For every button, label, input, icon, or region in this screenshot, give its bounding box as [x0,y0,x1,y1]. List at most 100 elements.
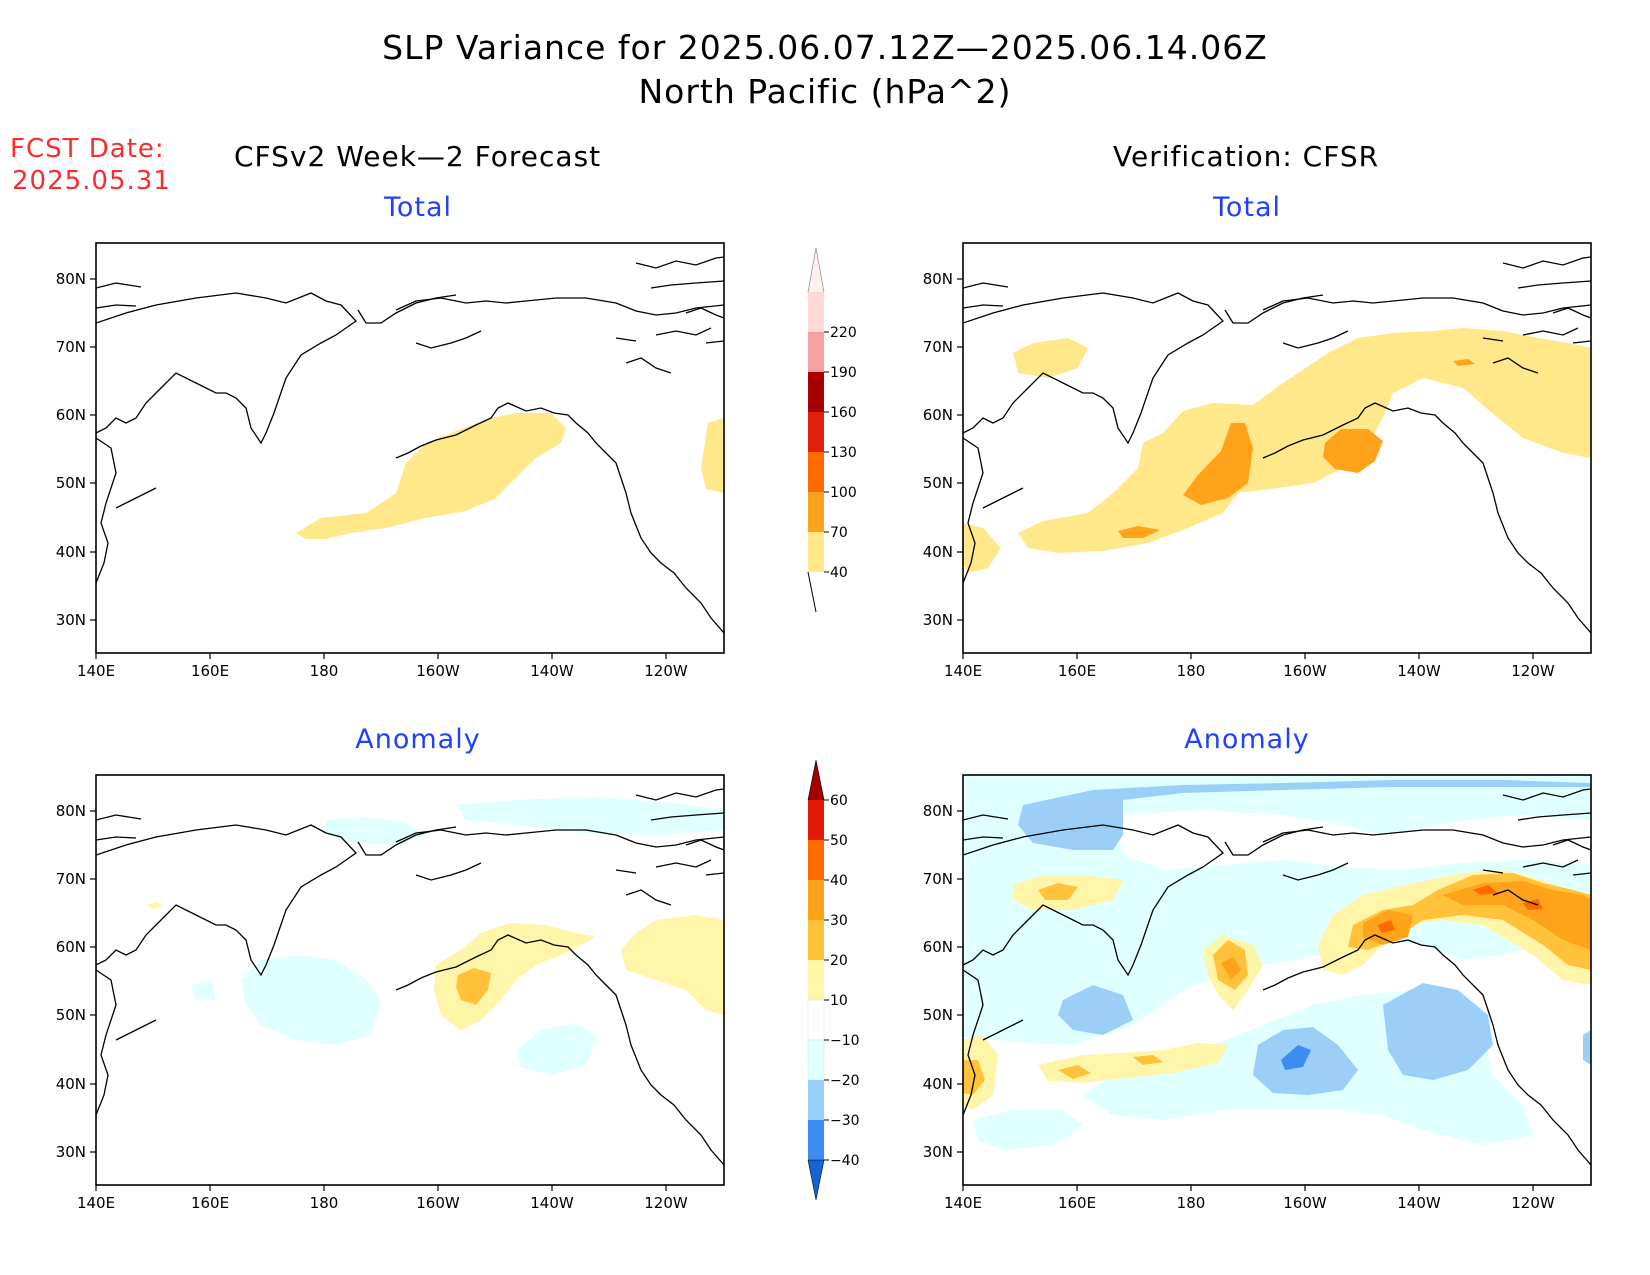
lon-label: 160E [1058,1194,1096,1212]
anomaly-contour-neg30 [1281,1045,1311,1070]
colorbar-label: 60 [830,793,848,809]
map-frame [95,242,725,654]
lon-label: 160W [1283,662,1327,680]
anomaly-contour-20 [1058,1065,1091,1079]
lon-label: 180 [310,662,339,680]
lon-label: 120W [644,662,688,680]
lat-label: 30N [56,611,86,629]
colorbar-label: 40 [830,873,848,889]
variance-contour-70 [1323,429,1383,473]
coastline [96,256,724,634]
anomaly-contour-neg20 [1018,780,1591,850]
map-frame [962,774,1592,1186]
colorbar-swatch [808,292,824,332]
lat-label: 60N [56,938,86,956]
anomaly-contour-neg20 [1058,985,1133,1035]
colorbar-swatch [808,1120,824,1160]
colorbar-label: −10 [830,1033,860,1049]
colorbar-top-arrow [807,759,825,801]
lat-label: 80N [56,802,86,820]
forecast-total-panel: 140E 160E 180 160W 140W 120W 80N 70N 60N 50N 40N 30… [56,242,725,680]
variance-contour-40 [963,523,1001,573]
colorbar-swatch [808,412,824,452]
anomaly-contour-neg10 [326,817,426,845]
colorbar-label: 220 [830,325,857,341]
colorbar-label: 40 [830,565,848,581]
variance-contour-70 [1183,423,1253,505]
lon-label: 180 [310,1194,339,1212]
panel-title-verification-anomaly: Anomaly [1184,724,1310,755]
variance-contour-70 [1118,526,1160,538]
forecast-anomaly-panel: 140E 160E 180 160W 140W 120W 80N 70N 60N 50N 40N 30… [56,774,725,1212]
lon-label: 160E [191,662,229,680]
colorbar-label: 160 [830,405,857,421]
lat-label: 50N [923,474,953,492]
lon-label: 120W [1511,662,1555,680]
colorbar-label: 100 [830,485,857,501]
lon-label: 160E [191,1194,229,1212]
colorbar-label: −30 [830,1113,860,1129]
lon-label: 180 [1177,1194,1206,1212]
lat-label: 30N [923,1143,953,1161]
map-frame [962,242,1592,654]
colorbar-swatch [807,1039,825,1081]
colorbar-bottom-arrow [807,571,817,613]
anomaly-contour-neg10 [191,980,216,1000]
lon-label: 140E [944,662,982,680]
map-frame [95,774,725,1186]
lon-label: 160W [416,1194,460,1212]
anomaly-contour-neg10 [456,797,724,835]
colorbar-swatch [808,800,824,840]
colorbar-swatch [808,452,824,492]
anomaly-contour-40 [1473,885,1498,895]
variance-contour-70 [1453,359,1475,366]
lat-label: 80N [56,270,86,288]
anomaly-contour-10 [621,915,724,1015]
lat-label: 80N [923,270,953,288]
verification-column-title: Verification: CFSR [1113,140,1380,173]
lon-label: 120W [1511,1194,1555,1212]
colorbar-swatch [808,532,824,572]
anomaly-contour-neg20 [1583,1030,1591,1065]
lon-label: 160E [1058,662,1096,680]
lat-label: 60N [923,406,953,424]
colorbar-label: 50 [830,833,848,849]
lon-label: 140W [530,662,574,680]
colorbar-label: −20 [830,1073,860,1089]
lat-label: 50N [56,1006,86,1024]
colorbar-label: 10 [830,993,848,1009]
colorbar-label: 70 [830,525,848,541]
lat-label: 40N [923,1075,953,1093]
lat-label: 60N [923,938,953,956]
colorbar-bottom-arrow [807,1159,825,1201]
anomaly-contour-20 [1133,1055,1163,1065]
lat-label: 50N [56,474,86,492]
lat-label: 50N [923,1006,953,1024]
lat-label: 80N [923,802,953,820]
variance-contour-40 [296,413,566,539]
main-subtitle: North Pacific (hPa^2) [638,72,1012,111]
colorbar-label: 190 [830,365,857,381]
panel-title-forecast-total: Total [383,192,453,223]
total-colorbar: 40 70 100 130 160 190 220 [807,247,857,613]
anomaly-contour-40 [1378,920,1395,933]
lat-label: 70N [56,870,86,888]
colorbar-swatch [808,372,824,412]
panel-title-verification-total: Total [1212,192,1282,223]
colorbar-label: −40 [830,1153,860,1169]
lon-label: 140W [1397,662,1441,680]
verification-total-panel: 140E 160E 180 160W 140W 120W 80N 70N 60N 50N 40N 30… [923,242,1592,680]
lat-label: 40N [923,543,953,561]
anomaly-contour-30 [1443,881,1591,950]
lon-label: 140E [944,1194,982,1212]
colorbar-swatch [808,492,824,532]
lon-label: 140E [77,662,115,680]
colorbar-swatch [808,1080,824,1120]
lon-label: 180 [1177,662,1206,680]
colorbar-top-arrow [807,247,825,293]
anomaly-contour-10 [146,902,164,909]
variance-contour-40 [1013,338,1088,378]
anomaly-colorbar: 60 50 40 30 20 10 −10 −20 −30 −40 [807,759,860,1201]
lon-label: 140W [530,1194,574,1212]
colorbar-label: 30 [830,913,848,929]
